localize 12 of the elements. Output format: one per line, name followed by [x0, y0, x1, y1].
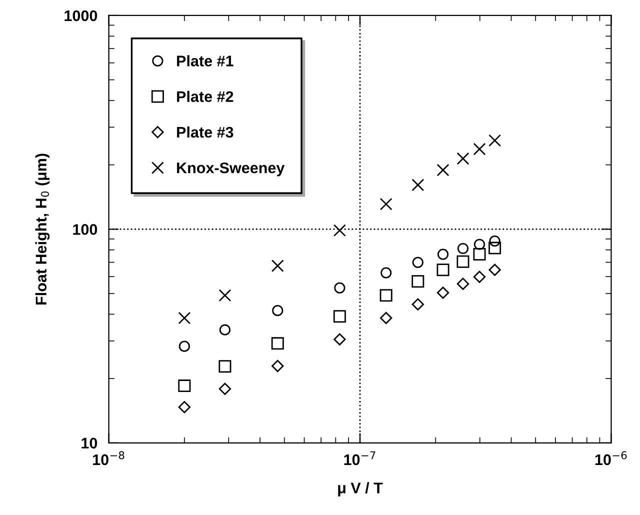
y-tick-label: 100 [73, 224, 98, 235]
x-axis-title: μ V / T [338, 482, 383, 496]
legend-label: Plate #3 [177, 126, 234, 138]
y-tick-label: 10 [82, 438, 98, 449]
legend-label: Knox-Sweeney [177, 162, 285, 176]
legend-label: Plate #2 [177, 90, 234, 102]
x-tick-label: 10$^{−7}$ [344, 451, 376, 466]
y-axis-title: Float Height, H$_{0}$ (μm) [35, 154, 50, 304]
y-tick-label: 1000 [64, 10, 98, 22]
x-tick-label: 10$^{−8}$ [93, 451, 124, 466]
legend-label: Plate #1 [177, 55, 234, 66]
x-tick-label: 10$^{−6}$ [595, 451, 627, 466]
